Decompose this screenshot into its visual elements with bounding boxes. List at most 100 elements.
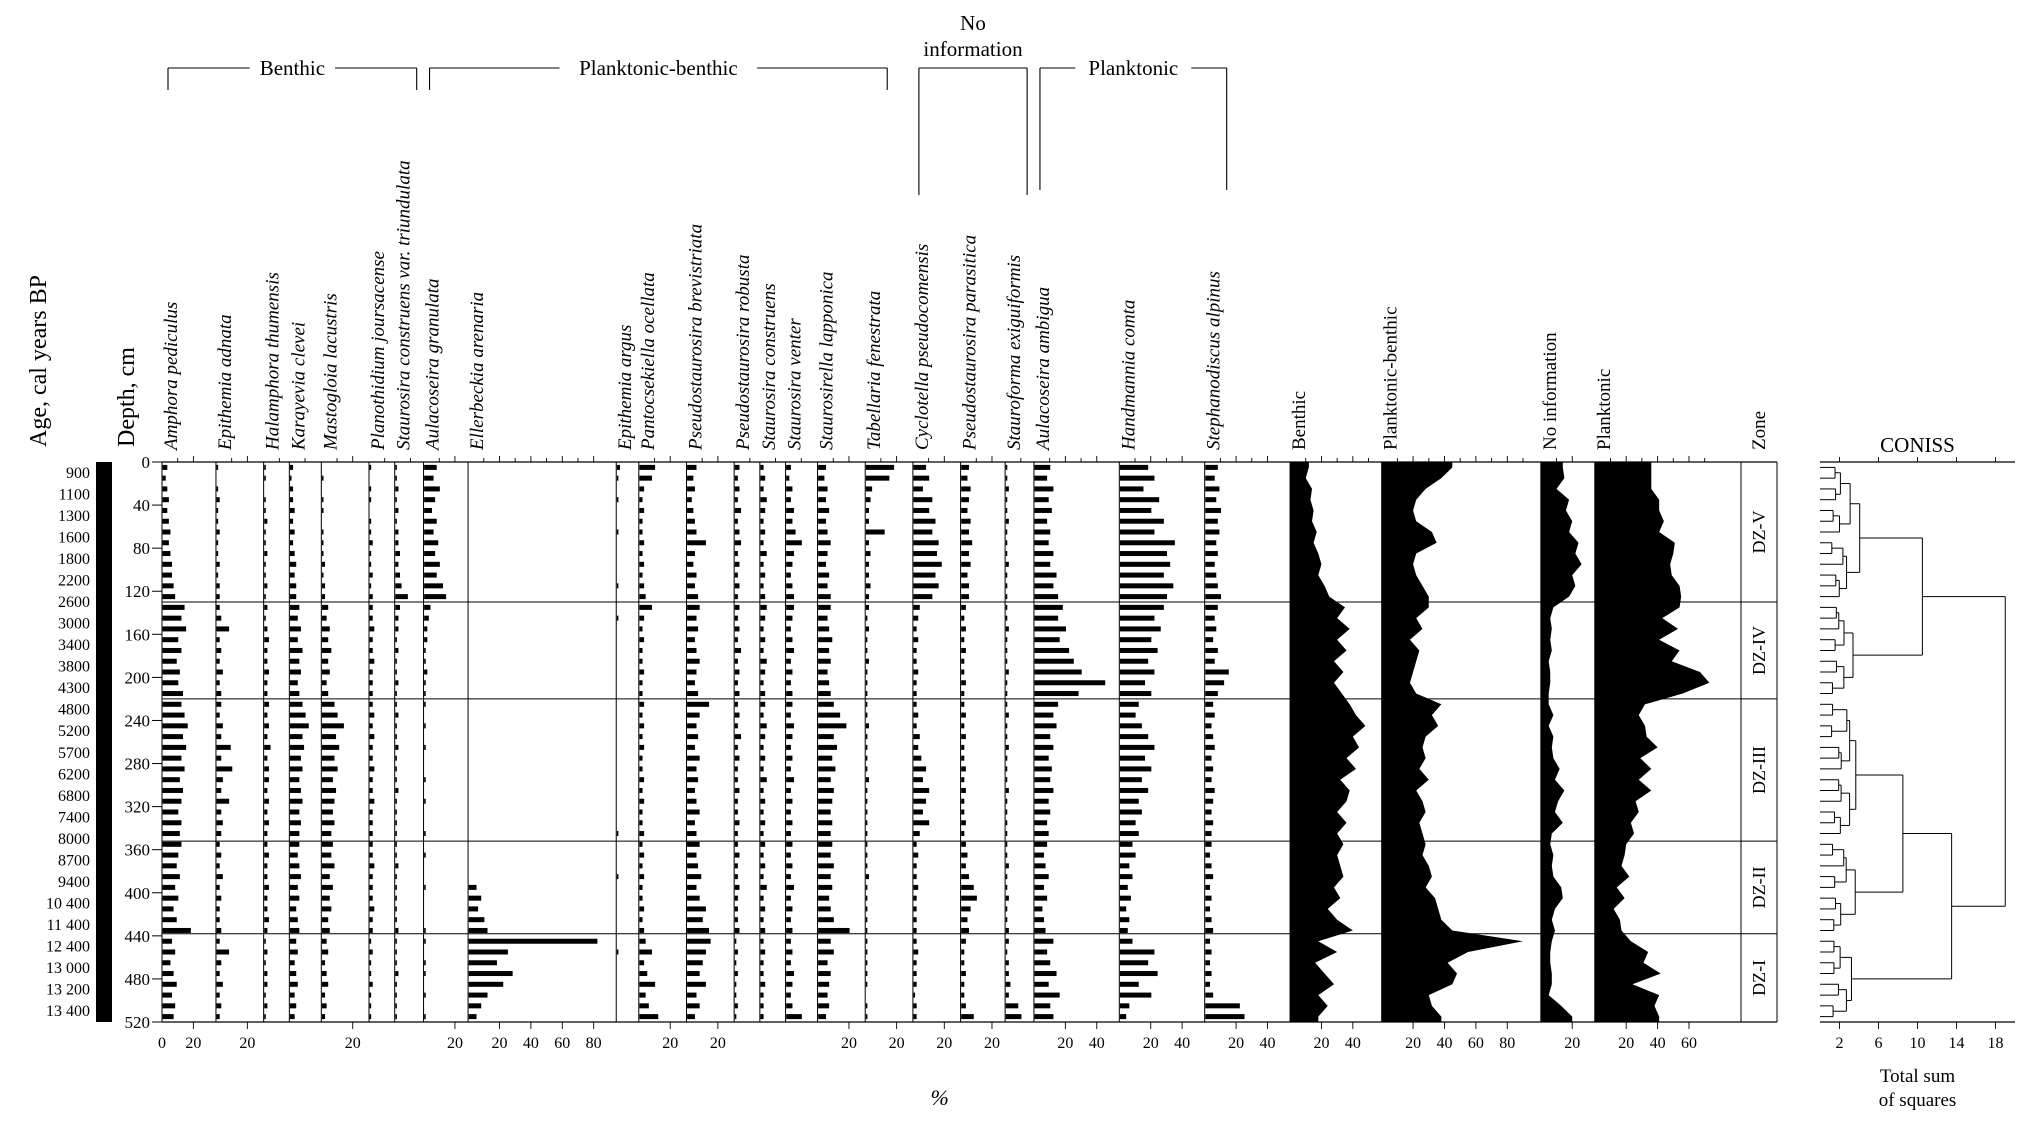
bar — [1205, 884, 1210, 890]
bar — [1205, 518, 1218, 524]
bar — [961, 518, 971, 524]
bar — [264, 507, 266, 513]
bar — [786, 626, 791, 632]
bar — [369, 561, 372, 567]
bar — [264, 787, 268, 793]
bar — [687, 637, 695, 643]
bar — [913, 917, 917, 923]
bar — [687, 917, 703, 923]
bar — [216, 647, 222, 653]
bar — [1119, 927, 1128, 933]
bar — [639, 766, 643, 772]
bar — [818, 551, 828, 557]
bar — [369, 831, 373, 837]
bar — [264, 572, 266, 578]
bar — [264, 691, 268, 697]
coniss-xlabel: Total sum — [1880, 1066, 1955, 1087]
bar — [162, 820, 182, 826]
bar — [1034, 604, 1063, 610]
bar — [961, 949, 965, 955]
summary-label: Planktonic-benthic — [1381, 306, 1402, 450]
bar — [961, 927, 970, 933]
bar — [913, 755, 922, 761]
bar — [321, 841, 333, 847]
bar — [1205, 1003, 1240, 1009]
bar — [162, 927, 191, 933]
bar — [865, 787, 868, 793]
bar — [321, 809, 333, 815]
bar — [865, 884, 868, 890]
bar — [786, 507, 795, 513]
species-label: Mastogloia lacustris — [320, 293, 341, 451]
bar — [760, 906, 766, 912]
bar — [264, 712, 268, 718]
bar — [395, 615, 399, 621]
bar — [1034, 669, 1082, 675]
axis-tick-label: 40 — [1650, 1035, 1666, 1052]
axis-tick-label: 80 — [1499, 1035, 1515, 1052]
bar — [734, 551, 738, 557]
bar — [369, 841, 373, 847]
axis-tick-label: 20 — [1228, 1035, 1244, 1052]
bar — [1205, 906, 1210, 912]
axis-tick-label: 60 — [554, 1035, 570, 1052]
bar — [786, 766, 791, 772]
bar — [913, 518, 936, 524]
bar — [264, 475, 266, 481]
age-tick-label: 1300 — [58, 508, 90, 525]
bar — [734, 1014, 737, 1020]
bar — [1005, 572, 1008, 578]
bar — [289, 615, 298, 621]
bar — [1205, 938, 1210, 944]
bar — [913, 960, 917, 966]
axis-tick-label: 20 — [841, 1035, 857, 1052]
depth-tick-label: 0 — [142, 453, 151, 472]
bar — [865, 755, 868, 761]
bar — [289, 992, 295, 998]
bar — [1005, 895, 1009, 901]
bar — [395, 551, 401, 557]
bar — [786, 809, 791, 815]
bar — [760, 658, 767, 664]
bar — [961, 981, 965, 987]
bar — [760, 744, 764, 750]
bar — [424, 701, 426, 707]
silhouette — [1594, 462, 1710, 1022]
bar — [321, 874, 330, 880]
bar — [1034, 626, 1066, 632]
bar — [321, 777, 333, 783]
bar — [913, 809, 923, 815]
bar — [321, 1014, 326, 1020]
bar — [687, 744, 695, 750]
bar — [1205, 529, 1220, 535]
bar — [1205, 917, 1212, 923]
bar — [1205, 551, 1218, 557]
bar — [289, 669, 301, 675]
bar — [786, 594, 795, 600]
bar — [913, 787, 930, 793]
bar — [264, 464, 266, 470]
bar — [424, 1014, 426, 1020]
bar — [424, 626, 428, 632]
bar — [616, 615, 619, 621]
bar — [369, 647, 373, 653]
bar — [264, 680, 268, 686]
bar — [786, 798, 793, 804]
bar — [1005, 1014, 1022, 1020]
bar — [1119, 1014, 1127, 1020]
bar — [865, 971, 868, 977]
bar — [162, 658, 177, 664]
bar — [369, 594, 373, 600]
bar — [786, 561, 793, 567]
bar — [162, 787, 184, 793]
bar — [818, 723, 847, 729]
bar — [687, 540, 706, 546]
bar — [424, 852, 426, 858]
bar — [1119, 766, 1152, 772]
bar — [818, 906, 831, 912]
bar — [1034, 917, 1044, 923]
bar — [687, 497, 692, 503]
bar — [687, 594, 699, 600]
bar — [687, 863, 699, 869]
depth-tick-label: 240 — [125, 711, 151, 730]
